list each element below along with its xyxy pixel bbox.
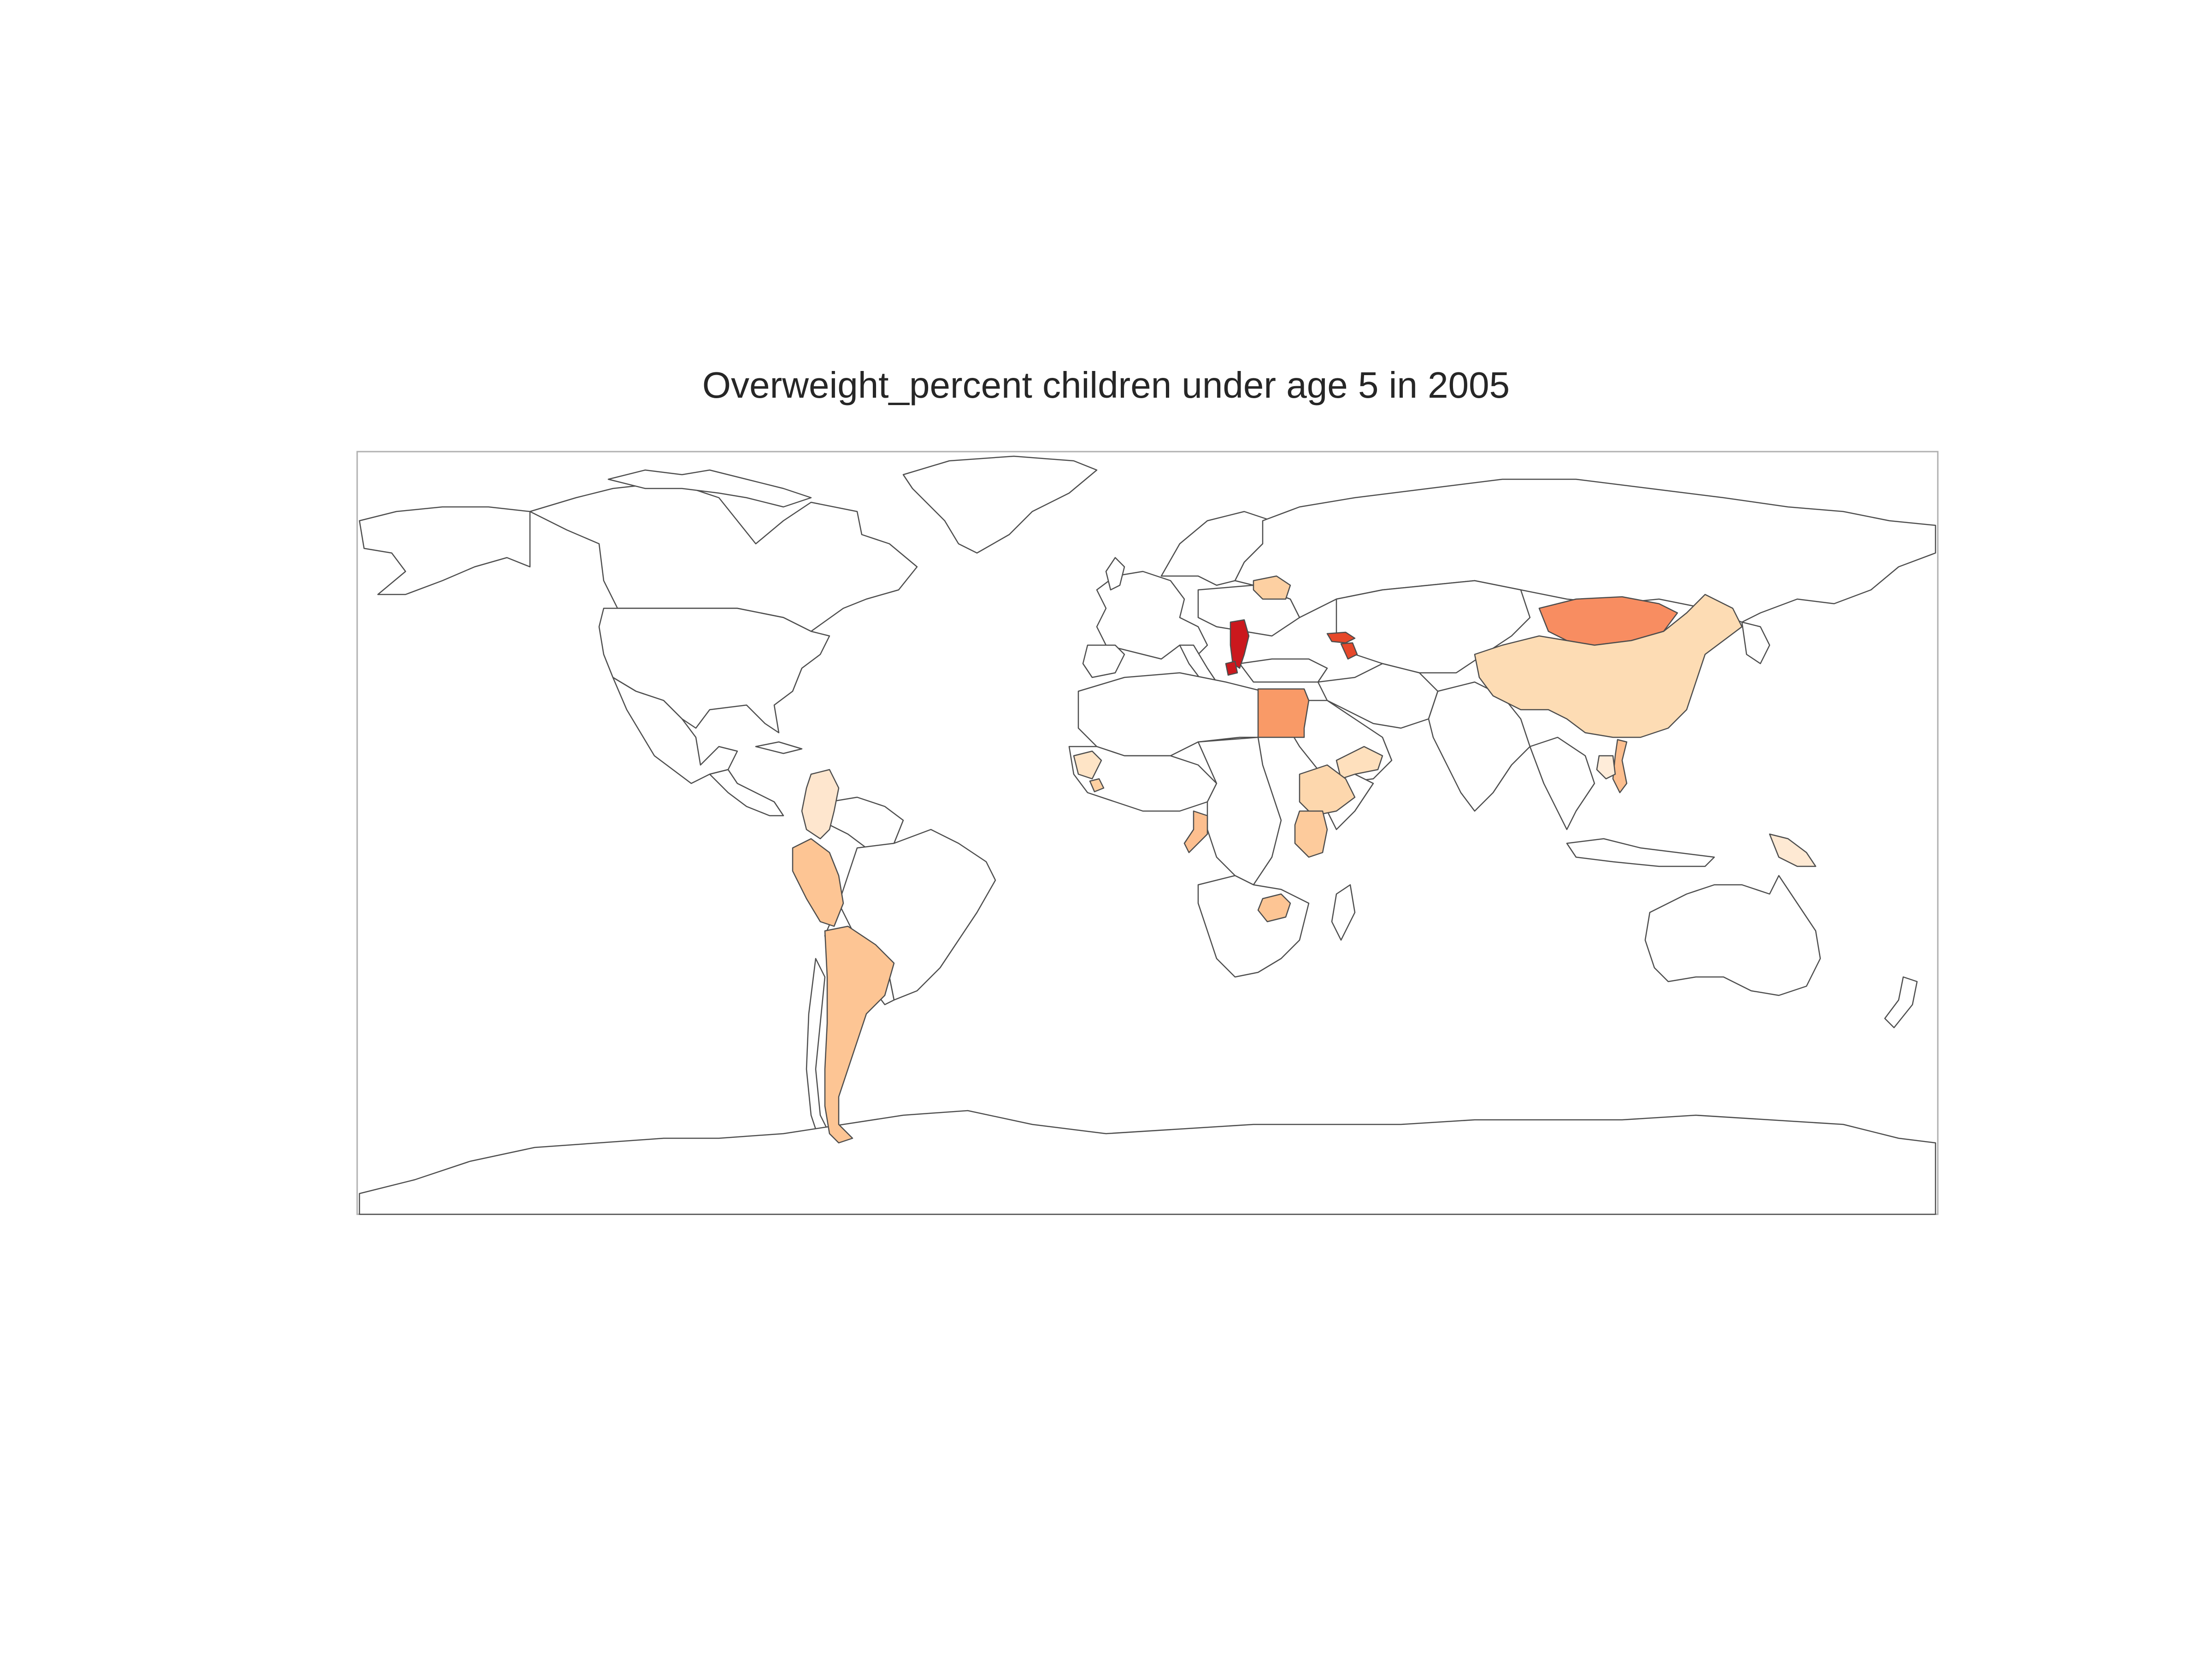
country-central-africa	[1197, 736, 1282, 886]
country-argentina	[824, 925, 895, 1144]
country-liberia	[1089, 778, 1105, 793]
country-belarus	[1253, 575, 1291, 600]
country-southern-africa	[1197, 875, 1310, 978]
country-venezuela	[829, 796, 904, 849]
country-papua-new-guinea	[1769, 833, 1817, 867]
map-title: Overweight_percent children under age 5 …	[702, 365, 1510, 406]
country-korea-japan	[1741, 621, 1771, 665]
country-congo	[1183, 810, 1208, 853]
country-southeast-asia	[1529, 736, 1595, 830]
country-guinea	[1073, 750, 1102, 780]
country-egypt	[1257, 688, 1310, 738]
country-australia	[1644, 875, 1821, 996]
country-colombia	[801, 769, 840, 840]
country-central-america	[709, 769, 784, 817]
country-china	[1474, 594, 1743, 738]
country-mexico	[612, 677, 738, 784]
country-georgia	[1326, 631, 1356, 644]
country-serbia	[1230, 619, 1250, 669]
country-greenland	[902, 455, 1098, 554]
cuba	[755, 741, 803, 754]
country-vietnam	[1612, 739, 1628, 794]
country-new-zealand	[1884, 976, 1918, 1029]
country-ethiopia	[1299, 764, 1356, 817]
country-armenia	[1340, 642, 1358, 660]
country-montenegro	[1225, 660, 1238, 676]
country-russia	[1234, 478, 1936, 623]
country-spain	[1082, 644, 1125, 678]
country-uk	[1105, 557, 1125, 591]
country-zimbabwe	[1257, 893, 1291, 923]
antarctica	[359, 1110, 1936, 1215]
country-turkey	[1239, 658, 1328, 683]
country-peru	[792, 838, 844, 927]
country-laos	[1596, 755, 1616, 780]
country-kazakhstan-central-asia	[1335, 580, 1531, 674]
country-madagascar	[1331, 884, 1356, 941]
indonesia	[1566, 838, 1715, 867]
country-alaska	[359, 506, 531, 595]
arctic-islands	[607, 469, 812, 508]
country-kenya	[1294, 810, 1328, 858]
